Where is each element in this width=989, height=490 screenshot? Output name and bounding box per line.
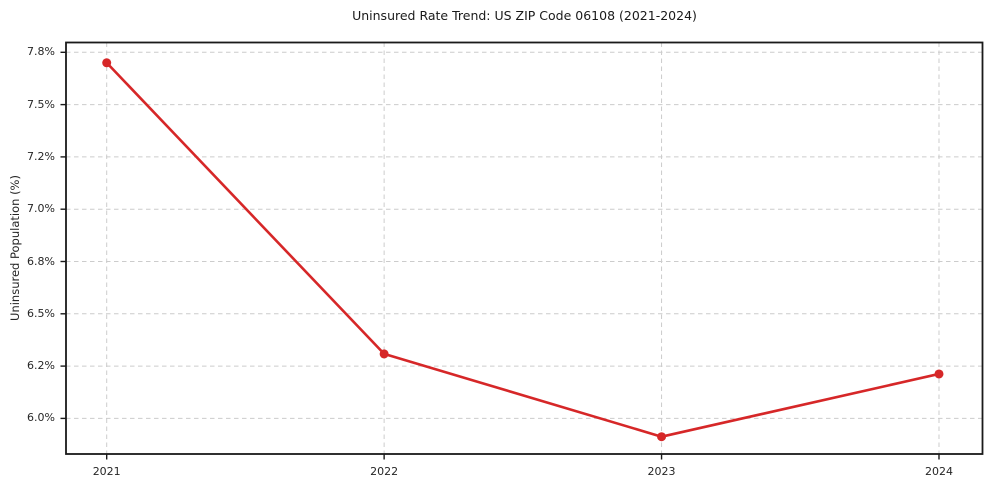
- y-tick-label: 7.0%: [27, 202, 55, 216]
- y-tick-label: 6.5%: [27, 306, 55, 320]
- y-tick-label: 7.2%: [27, 149, 55, 163]
- x-tick-label: 2022: [370, 464, 399, 478]
- y-tick-label: 6.0%: [27, 411, 55, 425]
- y-tick-label: 6.8%: [27, 254, 55, 268]
- data-point-marker: [102, 58, 112, 68]
- x-tick-label: 2021: [92, 464, 121, 478]
- y-tick-label: 7.8%: [27, 45, 55, 59]
- x-tick-label: 2024: [924, 464, 953, 478]
- chart-title: Uninsured Rate Trend: US ZIP Code 06108 …: [352, 8, 697, 23]
- x-tick-label: 2023: [647, 464, 676, 478]
- data-point-marker: [934, 369, 944, 379]
- y-tick-label: 7.5%: [27, 97, 55, 111]
- y-tick-label: 6.2%: [27, 359, 55, 373]
- data-point-marker: [657, 432, 667, 442]
- data-point-marker: [379, 349, 389, 359]
